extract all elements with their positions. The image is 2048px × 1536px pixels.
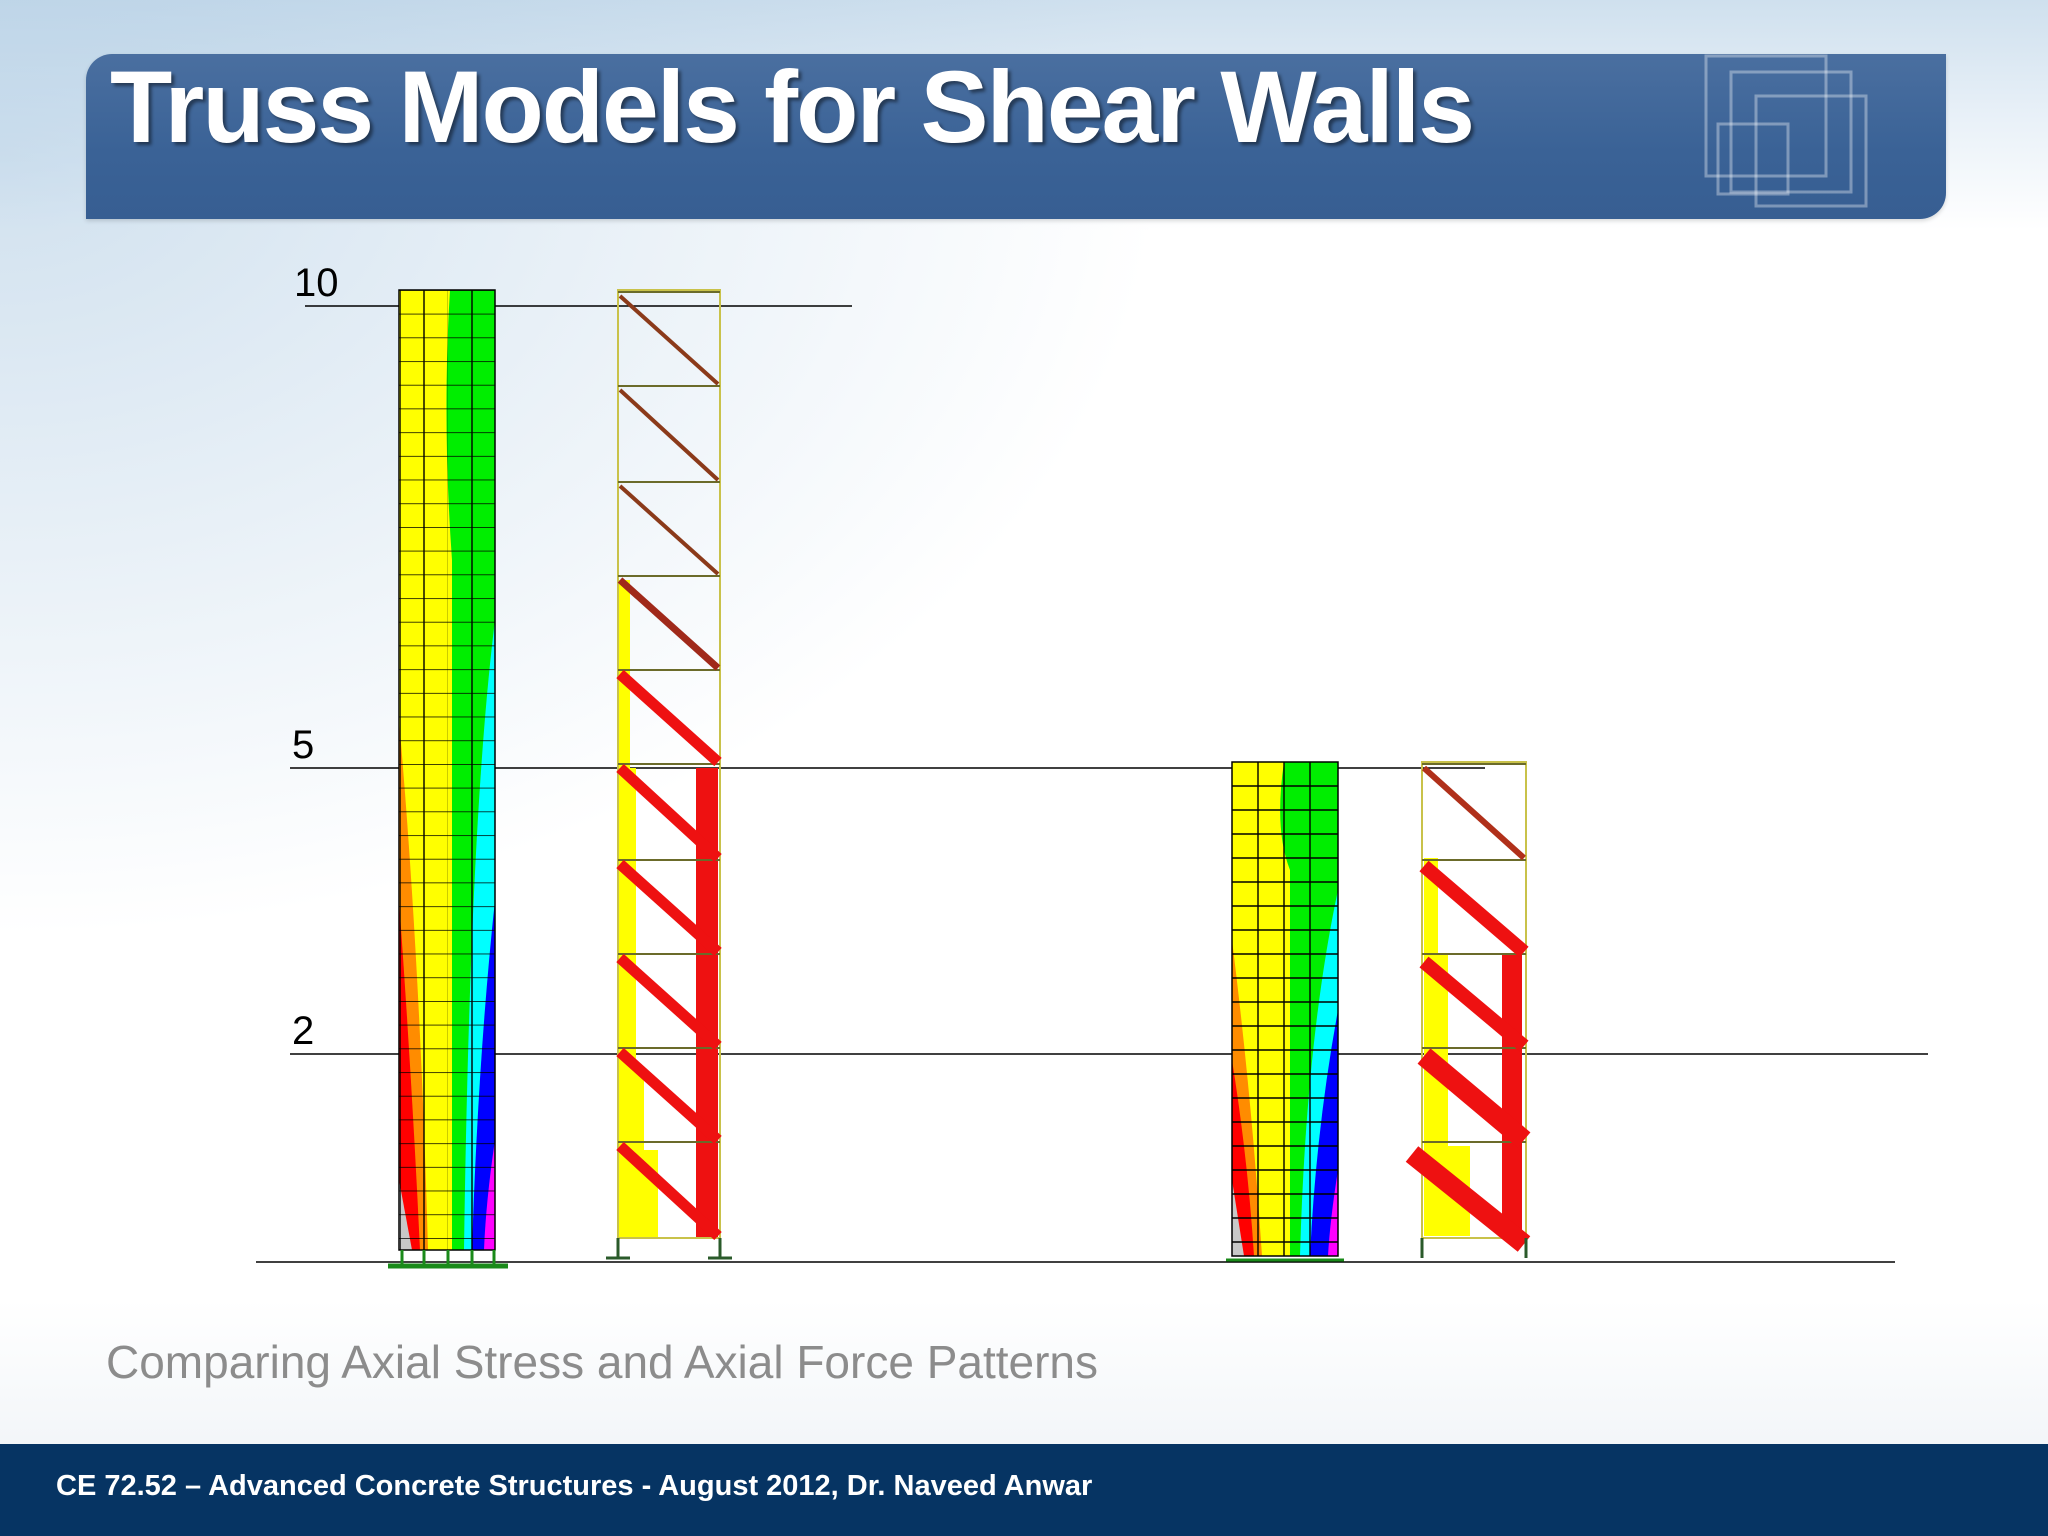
title-bar: Truss Models for Shear Walls	[86, 54, 1946, 219]
level-label-5: 5	[292, 723, 314, 767]
footer-bar: CE 72.52 – Advanced Concrete Structures …	[0, 1444, 2048, 1536]
reference-lines	[256, 305, 1928, 1263]
footer-text: CE 72.52 – Advanced Concrete Structures …	[56, 1470, 1093, 1502]
level-label-10: 10	[294, 261, 339, 305]
level-label-2: 2	[292, 1009, 314, 1053]
slide-subtitle: Comparing Axial Stress and Axial Force P…	[106, 1336, 1099, 1388]
slide-title: Truss Models for Shear Walls	[110, 54, 1475, 164]
stress-contour-wall-10	[388, 289, 508, 1269]
truss-model-10	[606, 289, 732, 1260]
truss-model-5	[1405, 761, 1531, 1258]
shear-wall-figure: 10 5 2	[256, 261, 1928, 1269]
logo-squares-icon	[1704, 54, 1868, 208]
stress-contour-wall-5	[1226, 761, 1344, 1262]
